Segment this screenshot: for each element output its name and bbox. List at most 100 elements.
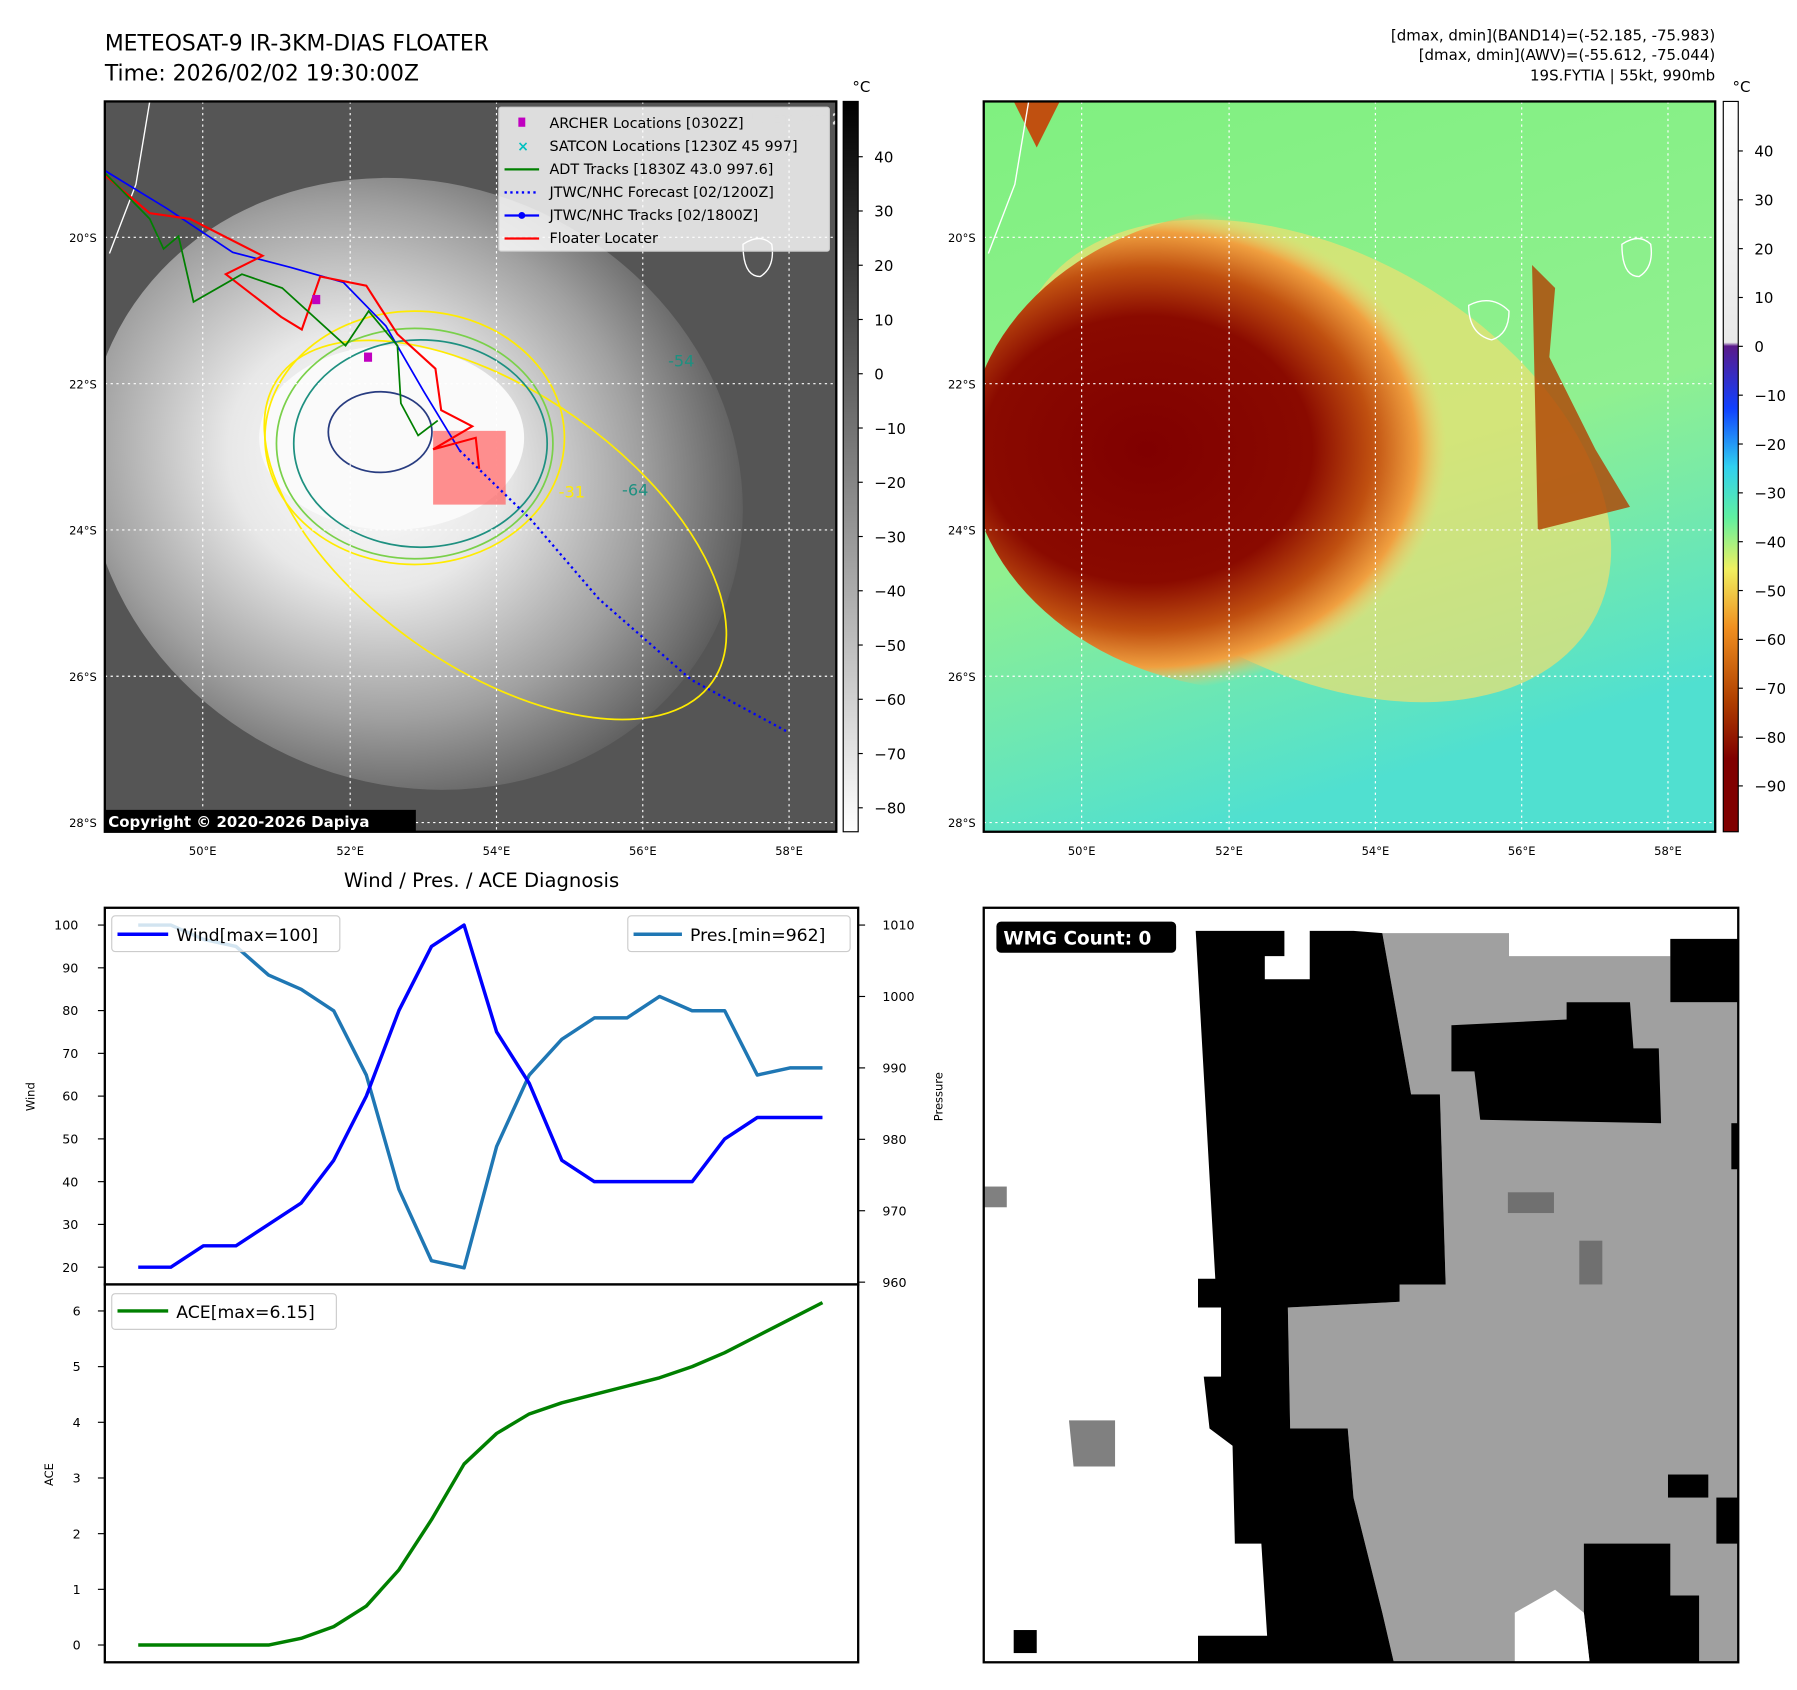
wmg-black-region [1667, 1474, 1709, 1498]
wmg-black-region [1716, 1497, 1739, 1544]
colorbar-tick-label: 10 [874, 311, 893, 329]
pressure-tick-label: 970 [882, 1203, 906, 1218]
pressure-tick-label: 960 [882, 1275, 906, 1290]
wmg-black-region [1583, 1543, 1700, 1663]
lat-tick: 22°S [69, 377, 97, 391]
corner-cloud [1013, 101, 1060, 148]
contour-label: -31 [559, 483, 585, 502]
cold-cloud-tops [983, 207, 1567, 692]
ace-tick-label: 2 [73, 1526, 81, 1541]
colorbar-tick-label: 40 [1754, 143, 1773, 161]
colorbar-tick-label: −20 [874, 474, 906, 492]
colorbar-tick-label: 0 [1754, 338, 1764, 356]
storm-info: 19S.FYTIA | 55kt, 990mb [1530, 67, 1715, 85]
colorbar-tick-label: 0 [874, 366, 884, 384]
wind-legend: Wind[max=100] [111, 915, 341, 953]
watermark: © EUMETSAT 2026 [708, 109, 876, 128]
lat-tick: 20°S [948, 231, 976, 245]
wind-line [138, 923, 823, 1269]
wmg-black-region [1013, 1630, 1037, 1654]
ir-colorbar [842, 100, 859, 833]
pressure-tick-label: 980 [882, 1132, 906, 1147]
legend-box [498, 106, 830, 252]
stats-awv: [dmax, dmin](AWV)=(-55.612, -75.044) [1419, 46, 1715, 64]
lon-tick: 54°E [483, 844, 511, 858]
awv-colorbar-ticks: 40 30 20 10 0 −10 −20 −30 −40 −50 −60 −70 −80 −90 [1738, 143, 1786, 796]
awv-map-frame [982, 100, 1717, 833]
wmg-black-region [1670, 938, 1739, 1003]
colorbar-tick-label: −10 [874, 420, 906, 438]
pressure-tick-label: 1000 [882, 989, 914, 1004]
map-axis-labels: 20°S 22°S 24°S 26°S 28°S 20°S 22°S 24°S … [69, 231, 1682, 858]
colorbar-tick-label: −40 [874, 583, 906, 601]
jtwc-track [104, 169, 461, 451]
colorbar-tick-label: −20 [1754, 436, 1786, 454]
gridlines [983, 101, 1716, 832]
floater-locater-track [104, 174, 481, 470]
awv-map-panel [983, 101, 1716, 832]
lat-tick: 24°S [948, 524, 976, 538]
colorbar-tick-label: −60 [874, 691, 906, 709]
colorbar-tick-label: −80 [874, 800, 906, 818]
lat-tick: 22°S [948, 377, 976, 391]
wmg-count-badge [996, 921, 1177, 953]
lon-tick: 58°E [775, 844, 803, 858]
archer-marker [364, 352, 373, 362]
outer-band [1532, 265, 1630, 530]
lat-tick: 28°S [948, 816, 976, 830]
lat-tick: 26°S [948, 670, 976, 684]
wind-axis-label: Wind [24, 1082, 38, 1111]
legend-label: JTWC/NHC Forecast [02/1200Z] [548, 185, 773, 201]
wmg-count: WMG Count: 0 [1003, 929, 1151, 950]
pressure-legend: Pres.[min=962] [627, 915, 851, 953]
ace-axis-label: ACE [42, 1463, 56, 1486]
lon-tick: 58°E [1654, 844, 1682, 858]
lat-tick: 24°S [69, 524, 97, 538]
lon-tick: 56°E [1508, 844, 1536, 858]
lon-tick: 50°E [1068, 844, 1096, 858]
stats-band14: [dmax, dmin](BAND14)=(-52.185, -75.983) [1391, 26, 1715, 44]
colorbar-tick-label: −30 [874, 528, 906, 546]
wind-tick-label: 90 [62, 960, 78, 975]
wind-tick-label: 20 [62, 1260, 78, 1275]
colorbar-tick-label: 20 [874, 257, 893, 275]
legend-wind-label: Wind[max=100] [176, 926, 318, 946]
coastline [108, 101, 151, 254]
ace-tick-label: 5 [73, 1359, 81, 1374]
colorbar-tick-label: −90 [1754, 778, 1786, 796]
colorbar-tick-label: 10 [1754, 289, 1773, 307]
ir-map-frame [103, 100, 838, 833]
ace-legend: ACE[max=6.15] [111, 1293, 337, 1330]
legend-label: SATCON Locations [1230Z 45 997] [549, 139, 797, 155]
lon-tick: 54°E [1362, 844, 1390, 858]
ace-tick-label: 3 [73, 1471, 81, 1486]
wmg-black-region [1195, 930, 1446, 1663]
contour-navy [327, 390, 433, 474]
figure-title: METEOSAT-9 IR-3KM-DIAS FLOATER [105, 32, 489, 57]
colorbar-tick-label: 40 [874, 148, 893, 166]
ace-tick-label: 0 [73, 1638, 81, 1653]
legend-ace-label: ACE[max=6.15] [176, 1303, 314, 1323]
lat-tick: 28°S [69, 816, 97, 830]
wind-tick-label: 60 [62, 1089, 78, 1104]
wmg-black-region [1451, 1002, 1662, 1124]
lon-tick: 52°E [336, 844, 364, 858]
legend-label: JTWC/NHC Tracks [02/1800Z] [548, 208, 758, 224]
pressure-line [138, 923, 823, 1270]
colorbar-tick-label: −60 [1754, 631, 1786, 649]
wind-tick-label: 40 [62, 1174, 78, 1189]
awv-colorbar [1722, 100, 1739, 833]
wind-tick-label: 80 [62, 1003, 78, 1018]
colorbar-tick-label: 30 [874, 203, 893, 221]
ir-colorbar-ticks: 40 30 20 10 0 −10 −20 −30 −40 −50 −60 −70 −80 [858, 148, 906, 818]
legend-archer-icon [518, 117, 526, 127]
adt-track [104, 172, 439, 437]
colorbar-tick-label: −70 [1754, 680, 1786, 698]
colorbar-tick-label: −50 [1754, 582, 1786, 600]
wmg-mid-gray [1068, 1420, 1116, 1467]
ace-tick-label: 4 [73, 1415, 81, 1430]
chart-marks: 20 30 40 50 60 70 80 90 100 960 970 980 990 1000 1010 0… [54, 918, 914, 1653]
legend-label: ARCHER Locations [0302Z] [549, 116, 743, 132]
pressure-tick-label: 990 [882, 1061, 906, 1076]
wind-tick-label: 100 [54, 918, 78, 933]
